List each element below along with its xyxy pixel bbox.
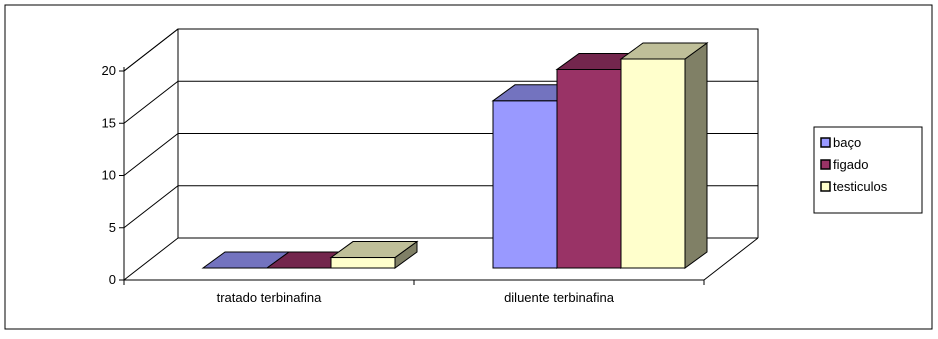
legend-label: testiculos [833,179,888,194]
legend-swatch [820,159,831,170]
legend-swatch [820,137,831,148]
x-category-labels: tratado terbinafina diluente terbinafina [217,290,615,305]
x-category-label: diluente terbinafina [504,290,615,305]
legend-box [813,126,923,214]
bar-side [684,42,708,269]
bar-front [330,257,396,269]
y-tick-label: 10 [102,168,116,183]
bar-front [556,68,622,269]
gridline [123,28,758,72]
axes [119,67,705,285]
bar [619,42,709,269]
y-tick-label: 0 [109,272,116,287]
legend-swatch [820,181,831,192]
y-tick-label: 5 [109,220,116,235]
legend-label: figado [833,157,868,172]
bars [201,42,709,269]
x-category-label: tratado terbinafina [217,290,323,305]
chart-border [4,4,933,330]
y-tick-label: 15 [102,115,116,130]
floor-left-edge [123,237,179,281]
legend-label: baço [833,135,861,150]
y-tick-label: 20 [102,63,116,78]
bar-front [620,58,686,269]
bar [329,240,419,269]
floor-right-edge [703,237,759,281]
bar-top [619,42,709,60]
bar-front [492,100,558,269]
y-tick-labels: 0 5 10 15 20 [102,63,116,287]
legend: baço figado testiculos [813,126,923,214]
bar-top [329,241,419,259]
